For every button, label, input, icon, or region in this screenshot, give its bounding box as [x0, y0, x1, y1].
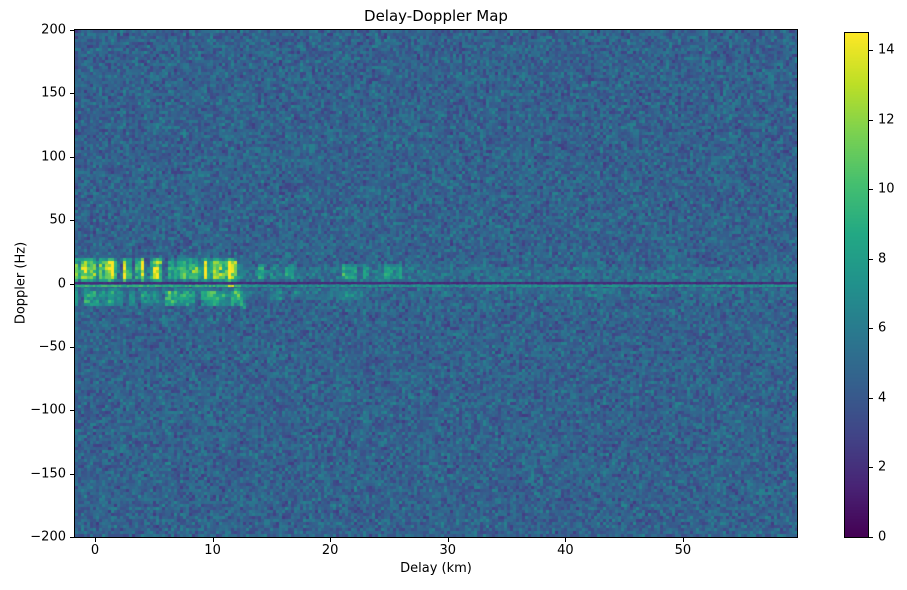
x-tick-label: 20	[321, 543, 339, 558]
colorbar-tick-label: 0	[878, 529, 887, 545]
y-tick-mark	[70, 93, 74, 95]
x-tick-mark	[565, 538, 567, 542]
colorbar-tick-mark	[869, 119, 873, 121]
colorbar-tick-mark	[869, 50, 873, 52]
y-tick-mark	[70, 410, 74, 412]
colorbar-tick-mark	[869, 189, 873, 191]
colorbar-tick-label: 2	[878, 459, 887, 475]
y-tick-label: 150	[41, 85, 66, 101]
x-tick-label: 30	[439, 543, 457, 558]
colorbar-tick-mark	[869, 397, 873, 399]
colorbar-canvas	[845, 33, 868, 537]
y-tick-label: −50	[38, 339, 66, 355]
colorbar-tick-mark	[869, 467, 873, 469]
y-tick-label: −150	[30, 466, 66, 482]
chart-title: Delay-Doppler Map	[364, 7, 508, 25]
colorbar-tick-label: 6	[878, 320, 887, 336]
colorbar-tick-label: 8	[878, 251, 887, 267]
y-tick-mark	[70, 537, 74, 538]
x-tick-label: 10	[204, 543, 221, 558]
y-tick-label: 0	[57, 276, 66, 291]
plot-area	[74, 29, 798, 538]
y-tick-label: 50	[49, 212, 66, 228]
y-tick-label: 100	[41, 149, 66, 165]
colorbar-tick-mark	[869, 537, 873, 538]
colorbar-tick-label: 12	[878, 112, 895, 128]
x-axis-label: Delay (km)	[400, 561, 472, 576]
y-tick-mark	[70, 156, 74, 158]
y-tick-mark	[70, 283, 74, 285]
y-tick-mark	[70, 346, 74, 348]
y-tick-label: 200	[41, 22, 66, 38]
x-tick-mark	[212, 538, 214, 542]
x-tick-mark	[94, 538, 96, 542]
colorbar-tick-label: 14	[878, 42, 895, 58]
colorbar-tick-mark	[869, 328, 873, 330]
y-tick-label: −100	[30, 402, 66, 418]
x-tick-label: 40	[557, 543, 574, 558]
x-tick-mark	[447, 538, 449, 542]
x-tick-mark	[330, 538, 332, 542]
y-tick-mark	[70, 220, 74, 222]
y-tick-label: −200	[30, 529, 66, 545]
colorbar	[844, 32, 869, 538]
colorbar-tick-label: 4	[878, 390, 887, 406]
heatmap-canvas	[75, 30, 797, 537]
colorbar-tick-label: 10	[878, 181, 895, 197]
colorbar-tick-mark	[869, 258, 873, 260]
y-tick-mark	[70, 473, 74, 475]
x-tick-label: 0	[90, 543, 100, 558]
x-tick-label: 50	[674, 543, 692, 558]
x-tick-mark	[682, 538, 684, 542]
y-tick-mark	[70, 30, 74, 31]
